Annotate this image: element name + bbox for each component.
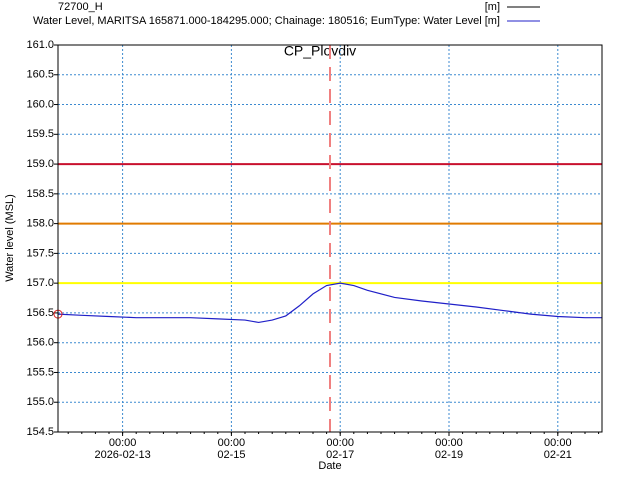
- x-tick-label: 00:00: [544, 437, 572, 449]
- x-tick-label: 02-17: [326, 449, 354, 461]
- y-tick-label: 157.5: [26, 247, 54, 259]
- x-tick-label: 02-21: [544, 449, 572, 461]
- legend-label: Water Level, MARITSA 165871.000-184295.0…: [33, 15, 500, 27]
- x-tick-label: 00:00: [218, 437, 246, 449]
- y-tick-label: 158.5: [26, 188, 54, 200]
- x-tick-label: 02-15: [217, 449, 245, 461]
- y-tick-label: 158.0: [26, 218, 54, 230]
- legend-title: 72700_H: [58, 1, 103, 13]
- y-tick-label: 154.5: [26, 426, 54, 438]
- x-tick-label: 2026-02-13: [94, 449, 150, 461]
- y-tick-label: 156.5: [26, 307, 54, 319]
- y-tick-label: 160.0: [26, 98, 54, 110]
- x-tick-label: 00:00: [109, 437, 137, 449]
- y-tick-label: 155.5: [26, 366, 54, 378]
- x-axis-label: Date: [318, 460, 341, 472]
- y-tick-label: 155.0: [26, 396, 54, 408]
- y-tick-label: 159.5: [26, 128, 54, 140]
- y-tick-label: 156.0: [26, 337, 54, 349]
- x-tick-label: 02-19: [435, 449, 463, 461]
- y-axis-label: Water level (MSL): [4, 194, 16, 282]
- legend-label: [m]: [485, 1, 500, 13]
- y-tick-label: 157.0: [26, 277, 54, 289]
- y-tick-label: 161.0: [26, 39, 54, 51]
- y-tick-label: 160.5: [26, 69, 54, 81]
- plot-frame: [57, 44, 603, 433]
- chart-title: CP_Plovdiv: [284, 43, 356, 59]
- y-tick-label: 159.0: [26, 158, 54, 170]
- x-tick-label: 00:00: [435, 437, 463, 449]
- series-line: [57, 282, 602, 324]
- x-tick-label: 00:00: [326, 437, 354, 449]
